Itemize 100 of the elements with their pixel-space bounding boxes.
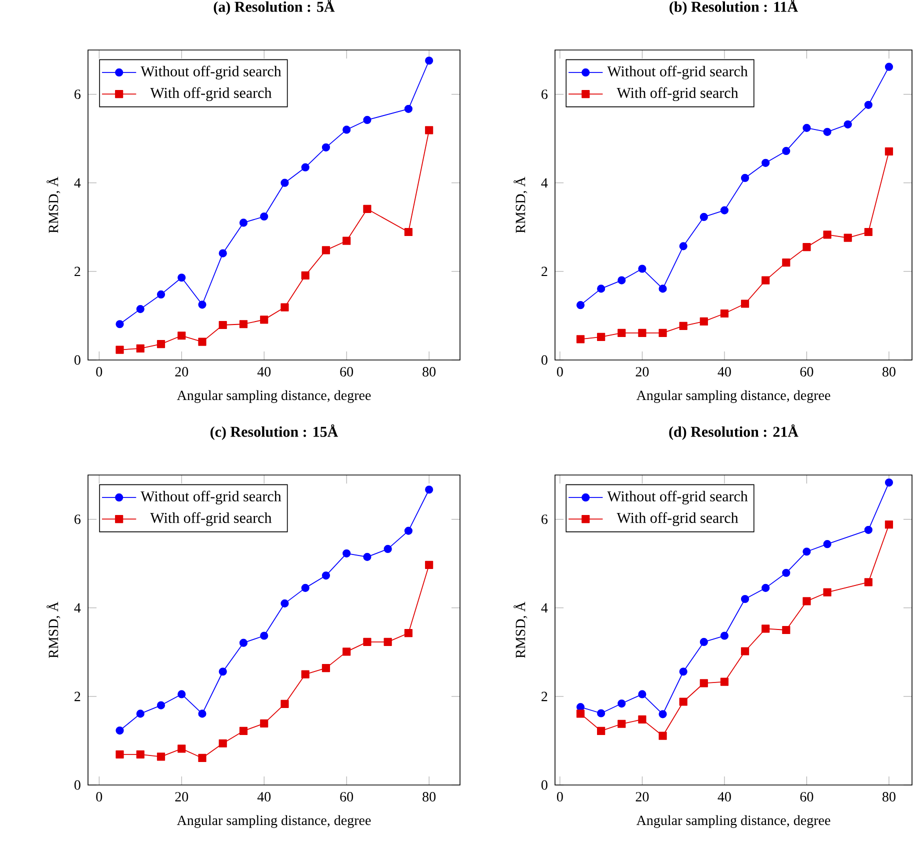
- point: [239, 638, 248, 647]
- point: [576, 335, 585, 344]
- point: [363, 552, 372, 561]
- x-tick-label: 20: [175, 792, 188, 802]
- point: [260, 316, 268, 324]
- chart-title: (c) Resolution : 15Å: [210, 424, 338, 440]
- point: [198, 300, 206, 309]
- x-tick-label: 40: [257, 367, 271, 376]
- point: [116, 346, 124, 354]
- point: [116, 726, 124, 735]
- point: [301, 271, 310, 280]
- point: [844, 120, 852, 128]
- point: [198, 338, 206, 346]
- point: [782, 626, 790, 634]
- x-tick-label: 60: [800, 792, 814, 802]
- point: [782, 258, 790, 267]
- point: [700, 638, 708, 646]
- point: [720, 309, 729, 318]
- point: [301, 163, 310, 172]
- point: [136, 750, 144, 758]
- x-tick-label: 80: [882, 792, 896, 802]
- point: [884, 520, 894, 529]
- point: [301, 670, 310, 678]
- y-tick-label: 2: [74, 692, 80, 702]
- point: [679, 322, 688, 330]
- point: [700, 317, 708, 326]
- y-tick-label: 0: [74, 355, 80, 365]
- point: [280, 599, 289, 608]
- point: [679, 242, 688, 250]
- point: [720, 206, 729, 214]
- y-tick-label: 4: [74, 178, 81, 188]
- point: [864, 100, 872, 109]
- point: [823, 540, 832, 548]
- y-tick-label: 6: [542, 514, 548, 524]
- point: [280, 178, 289, 187]
- point: [679, 698, 688, 706]
- point: [363, 204, 372, 214]
- point: [658, 732, 667, 740]
- x-tick-label: 20: [636, 792, 649, 802]
- y-tick-label: 4: [74, 603, 81, 612]
- point: [638, 328, 646, 338]
- point: [136, 305, 144, 314]
- point: [762, 276, 770, 284]
- point: [404, 228, 412, 236]
- point: [720, 678, 729, 686]
- point: [280, 303, 289, 312]
- y-tick-label: 6: [74, 90, 81, 99]
- x-tick-label: 40: [718, 792, 731, 802]
- x-tick-label: 80: [422, 367, 436, 376]
- point: [618, 720, 626, 728]
- y-tick-label: 6: [542, 90, 548, 99]
- point: [239, 320, 248, 328]
- point: [638, 715, 646, 724]
- y-axis-title: RMSD, Å: [46, 176, 60, 233]
- y-tick-label: 0: [541, 355, 548, 365]
- point: [363, 116, 372, 124]
- legend-label: With off-grid search: [616, 87, 738, 102]
- point: [597, 332, 606, 342]
- x-tick-label: 80: [422, 792, 436, 802]
- point: [597, 709, 606, 718]
- x-tick-label: 0: [556, 367, 563, 376]
- point: [618, 276, 626, 284]
- x-tick-label: 60: [340, 367, 354, 376]
- point: [116, 750, 124, 758]
- x-tick-label: 80: [882, 367, 896, 376]
- point: [342, 549, 351, 558]
- point: [802, 548, 811, 556]
- y-axis-title: RMSD, Å: [514, 602, 528, 658]
- point: [597, 726, 606, 736]
- x-tick-label: 60: [800, 367, 814, 376]
- x-tick-label: 0: [556, 792, 563, 802]
- point: [638, 690, 646, 698]
- point: [658, 328, 667, 338]
- point: [342, 648, 351, 656]
- point: [618, 699, 626, 708]
- y-tick-label: 0: [541, 780, 548, 790]
- point: [740, 174, 750, 182]
- x-axis-title: Angular sampling distance, degree: [636, 815, 830, 828]
- legend-label: Without off-grid search: [607, 490, 748, 504]
- chart-title: (d) Resolution : 21Å: [669, 424, 798, 440]
- point: [218, 249, 227, 258]
- point: [198, 710, 206, 718]
- point: [740, 300, 750, 308]
- point: [404, 526, 412, 535]
- y-axis-title: RMSD, Å: [46, 602, 60, 658]
- point: [700, 679, 708, 688]
- point: [425, 126, 434, 134]
- point: [823, 588, 832, 596]
- point: [782, 146, 790, 156]
- point: [700, 212, 708, 221]
- point: [720, 632, 729, 640]
- y-tick-label: 4: [541, 603, 548, 612]
- x-tick-label: 0: [96, 792, 102, 802]
- point: [884, 478, 894, 487]
- legend-label: Without off-grid search: [140, 66, 282, 80]
- point: [116, 320, 124, 328]
- x-tick-label: 60: [340, 792, 354, 802]
- point: [198, 754, 206, 762]
- point: [156, 752, 166, 761]
- x-axis-title: Angular sampling distance, degree: [176, 390, 371, 403]
